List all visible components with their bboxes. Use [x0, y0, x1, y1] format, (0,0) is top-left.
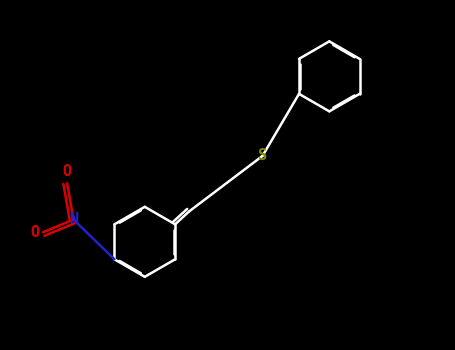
Text: S: S — [258, 148, 267, 163]
Text: O: O — [63, 164, 72, 179]
Text: O: O — [31, 225, 40, 240]
Text: N: N — [69, 212, 78, 227]
